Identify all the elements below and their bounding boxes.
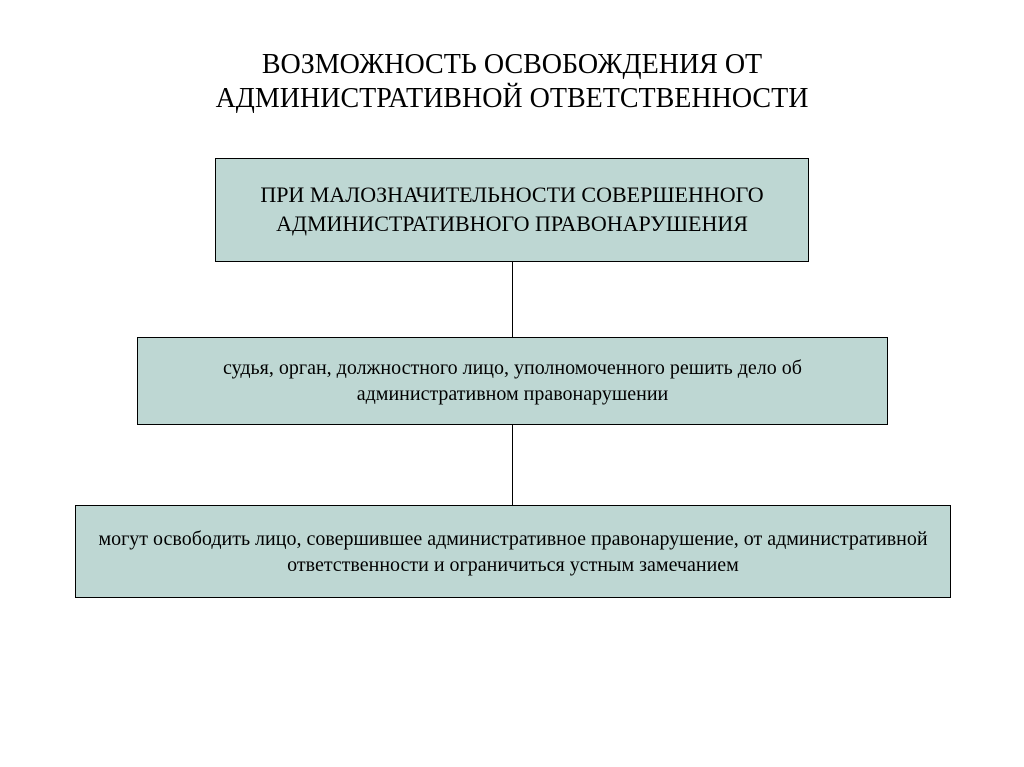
diagram-title: ВОЗМОЖНОСТЬ ОСВОБОЖДЕНИЯ ОТ АДМИНИСТРАТИ…	[0, 48, 1024, 115]
node-text: ПРИ МАЛОЗНАЧИТЕЛЬНОСТИ СОВЕРШЕННОГО АДМИ…	[234, 181, 790, 238]
connector-line	[512, 425, 513, 505]
connector-line	[512, 262, 513, 337]
node-text: могут освободить лицо, совершившее админ…	[98, 526, 928, 578]
flowchart-node-condition: ПРИ МАЛОЗНАЧИТЕЛЬНОСТИ СОВЕРШЕННОГО АДМИ…	[215, 158, 809, 262]
flowchart-node-outcome: могут освободить лицо, совершившее админ…	[75, 505, 951, 598]
node-text: судья, орган, должностного лицо, уполном…	[158, 355, 867, 407]
flowchart-node-authority: судья, орган, должностного лицо, уполном…	[137, 337, 888, 425]
title-line2: АДМИНИСТРАТИВНОЙ ОТВЕТСТВЕННОСТИ	[216, 83, 809, 114]
title-line1: ВОЗМОЖНОСТЬ ОСВОБОЖДЕНИЯ ОТ	[262, 49, 762, 80]
